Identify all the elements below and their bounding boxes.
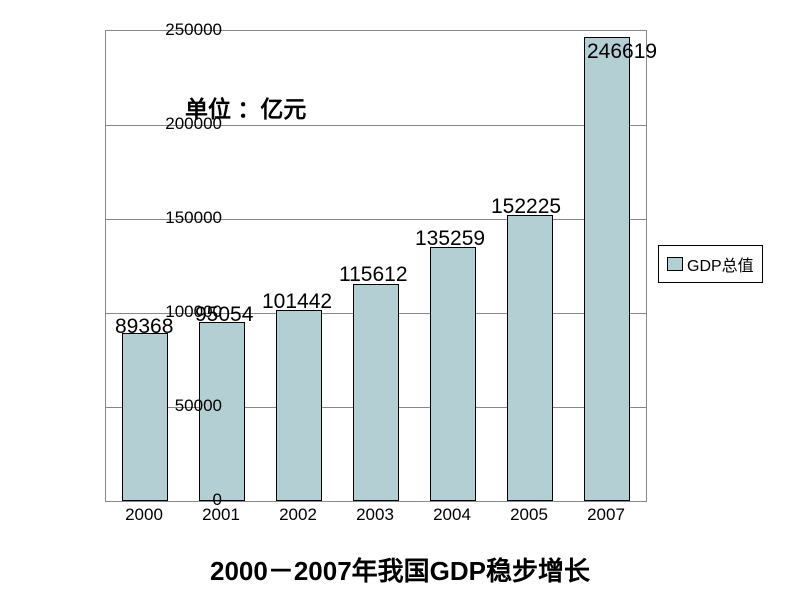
bar — [122, 333, 168, 501]
bar — [353, 284, 399, 501]
data-label: 95054 — [195, 303, 253, 327]
data-label: 246619 — [587, 40, 657, 64]
data-label: 89368 — [115, 315, 173, 339]
data-label: 115612 — [339, 263, 408, 287]
bar — [584, 37, 630, 501]
x-axis-label: 2002 — [268, 505, 328, 525]
y-axis-label: 50000 — [152, 396, 222, 416]
bar — [276, 310, 322, 501]
legend-swatch — [667, 257, 683, 271]
chart-container: 单位 ：亿元 GDP总值 050000100000150000200000250… — [30, 20, 770, 550]
legend-text: GDP总值 — [687, 258, 754, 275]
x-axis-label: 2007 — [576, 505, 636, 525]
legend: GDP总值 — [658, 245, 763, 283]
y-axis-label: 150000 — [152, 208, 222, 228]
x-axis-label: 2001 — [191, 505, 251, 525]
chart-title: 2000－2007年我国GDP稳步增长 — [0, 551, 800, 588]
data-label: 135259 — [415, 227, 485, 251]
x-axis-label: 2003 — [345, 505, 405, 525]
x-axis-label: 2005 — [499, 505, 559, 525]
y-axis-label: 250000 — [152, 20, 222, 40]
y-axis-label: 200000 — [152, 114, 222, 134]
x-axis-label: 2000 — [114, 505, 174, 525]
bar — [430, 247, 476, 501]
bar — [507, 215, 553, 501]
data-label: 152225 — [491, 195, 561, 219]
data-label: 101442 — [262, 290, 332, 314]
x-axis-label: 2004 — [422, 505, 482, 525]
